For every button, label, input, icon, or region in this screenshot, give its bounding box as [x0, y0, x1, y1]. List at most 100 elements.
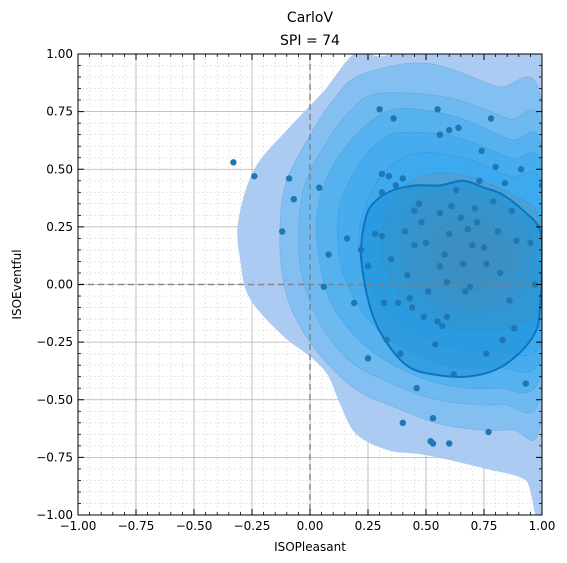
x-tick-label: 0.75 — [471, 519, 498, 533]
data-point — [508, 207, 515, 214]
data-point — [357, 246, 365, 254]
data-point — [466, 283, 474, 290]
data-point — [411, 242, 418, 249]
data-point — [429, 415, 437, 422]
x-axis-title: ISOPleasant — [274, 540, 346, 554]
x-tick-label: −1.00 — [60, 519, 97, 533]
data-point — [399, 419, 406, 426]
data-point — [290, 196, 297, 203]
data-point — [517, 166, 525, 173]
data-point — [378, 170, 386, 178]
data-point — [251, 173, 258, 180]
chart-subtitle: SPI = 74 — [280, 33, 340, 49]
data-point — [390, 115, 397, 122]
data-point — [364, 262, 372, 270]
data-point — [371, 230, 379, 237]
data-point — [471, 205, 478, 212]
data-point — [350, 299, 358, 307]
y-tick-label: 0.00 — [46, 278, 73, 292]
data-point — [538, 182, 542, 189]
data-point — [464, 226, 471, 233]
data-point — [230, 159, 237, 166]
data-point — [483, 350, 490, 357]
data-point — [434, 106, 441, 113]
data-point — [441, 251, 448, 258]
x-tick-label: −0.75 — [118, 519, 155, 533]
data-point — [415, 200, 423, 207]
data-point — [485, 428, 492, 436]
axis-ticks: −1.00 −0.75 −0.50 −0.25 0.00 0.25 0.50 0.75 1.00… — [36, 47, 555, 533]
data-point — [401, 228, 409, 235]
y-tick-label: −0.50 — [36, 393, 73, 407]
data-point — [381, 299, 388, 307]
data-point — [446, 126, 453, 134]
data-point — [450, 371, 457, 378]
data-point — [439, 322, 446, 330]
data-point — [429, 440, 437, 447]
data-point — [455, 124, 462, 131]
data-point — [325, 251, 332, 258]
y-tick-label: 0.75 — [46, 105, 73, 119]
y-tick-label: −1.00 — [36, 508, 73, 522]
data-point — [513, 237, 520, 244]
data-point — [522, 380, 529, 387]
data-point — [494, 228, 502, 235]
data-point — [392, 182, 399, 189]
data-point — [527, 239, 534, 247]
data-point — [378, 189, 386, 196]
data-point — [395, 299, 402, 307]
data-point — [411, 207, 418, 214]
data-point — [443, 279, 451, 286]
y-tick-label: 0.50 — [46, 162, 73, 176]
data-point — [457, 214, 464, 221]
data-point — [425, 288, 432, 295]
data-point — [490, 198, 497, 205]
data-point — [388, 255, 395, 263]
data-point — [506, 297, 513, 304]
y-tick-label: 0.25 — [46, 220, 73, 234]
data-point — [422, 239, 430, 247]
data-point — [418, 219, 425, 226]
data-point — [453, 186, 460, 194]
data-point — [462, 288, 469, 295]
data-point — [448, 202, 455, 210]
data-point — [378, 232, 386, 240]
x-tick-label: −0.25 — [234, 519, 271, 533]
data-point — [492, 163, 499, 171]
x-tick-label: 0.25 — [355, 519, 382, 533]
data-point — [434, 318, 441, 325]
data-point — [501, 179, 509, 187]
data-point — [499, 336, 506, 343]
data-point — [469, 242, 476, 249]
data-point — [376, 106, 383, 113]
data-point — [436, 131, 444, 138]
data-point — [320, 283, 328, 290]
data-point — [413, 385, 420, 392]
y-tick-label: −0.25 — [36, 335, 73, 349]
x-tick-label: 0.00 — [297, 519, 324, 533]
data-point — [364, 355, 372, 362]
data-point — [459, 260, 467, 267]
data-point — [385, 173, 393, 180]
x-tick-label: −0.50 — [176, 519, 213, 533]
data-point — [480, 244, 488, 251]
data-point — [316, 184, 323, 191]
data-point — [436, 209, 444, 217]
data-point — [473, 219, 481, 226]
data-point — [483, 260, 490, 267]
x-tick-label: 0.50 — [413, 519, 440, 533]
data-point — [487, 115, 495, 122]
data-point — [285, 175, 293, 182]
data-point — [420, 313, 427, 320]
data-point — [436, 262, 444, 270]
data-point — [497, 269, 504, 277]
data-point — [446, 440, 453, 447]
data-point — [446, 230, 453, 237]
scatter-points — [230, 106, 542, 447]
data-point — [476, 177, 483, 184]
data-point — [343, 235, 351, 242]
data-point — [399, 175, 406, 182]
data-point — [397, 350, 404, 357]
data-point — [511, 325, 518, 332]
